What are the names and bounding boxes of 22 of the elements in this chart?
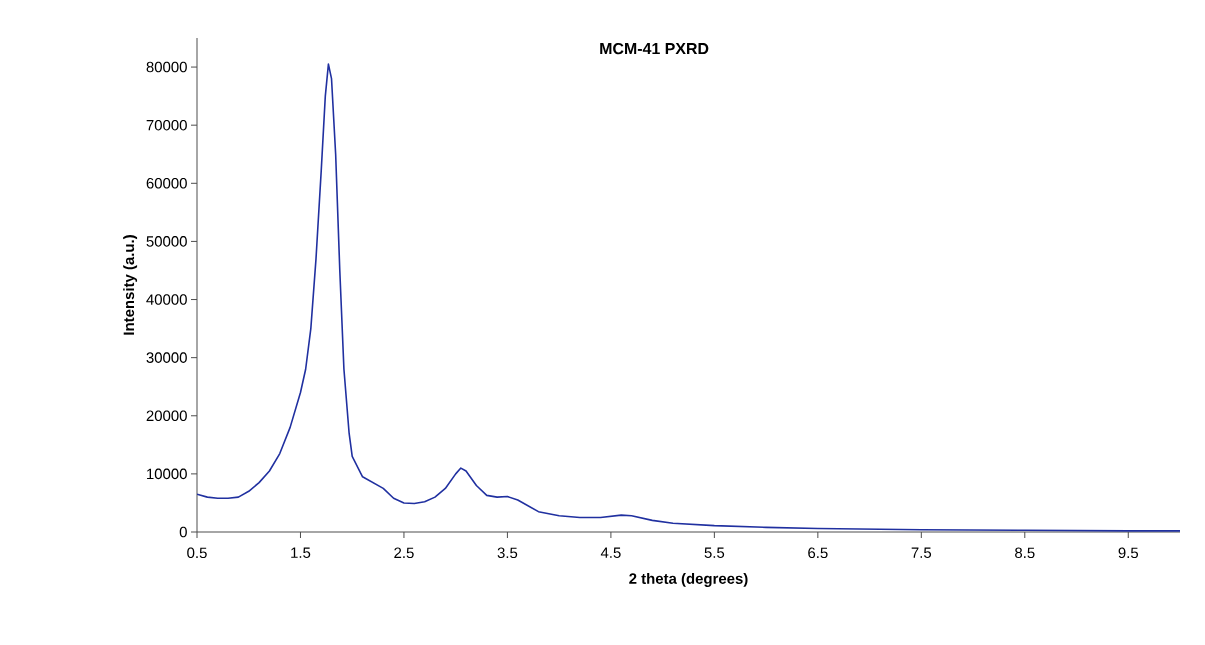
y-tick-label: 20000 [146,410,187,422]
y-axis-title: Intensity (a.u.) [123,235,138,335]
x-tick-label: 4.5 [600,547,621,558]
x-tick-label: 6.5 [808,547,828,559]
x-tick-label: 3.5 [497,547,518,559]
x-tick-label: 5.5 [704,547,725,558]
y-tick-label: 30000 [146,352,187,363]
x-tick-label: 9.5 [1118,547,1139,559]
x-tick-label: 1.5 [291,547,311,558]
y-tick-label: 60000 [146,178,187,189]
chart-title: MCM-41 PXRD [600,42,709,55]
x-axis-title: 2 theta (degrees) [629,572,748,587]
y-tick-label: 70000 [146,119,187,131]
y-tick-label: 80000 [146,61,187,73]
x-tick-label: 0.5 [187,547,207,559]
y-tick-label: 0 [179,526,187,538]
x-tick-label: 2.5 [394,547,414,559]
x-tick-label: 8.5 [1015,547,1035,559]
y-tick-label: 40000 [146,294,187,305]
x-tick-label: 7.5 [911,547,932,558]
y-tick-label: 10000 [147,468,187,480]
y-tick-label: 50000 [146,236,187,247]
